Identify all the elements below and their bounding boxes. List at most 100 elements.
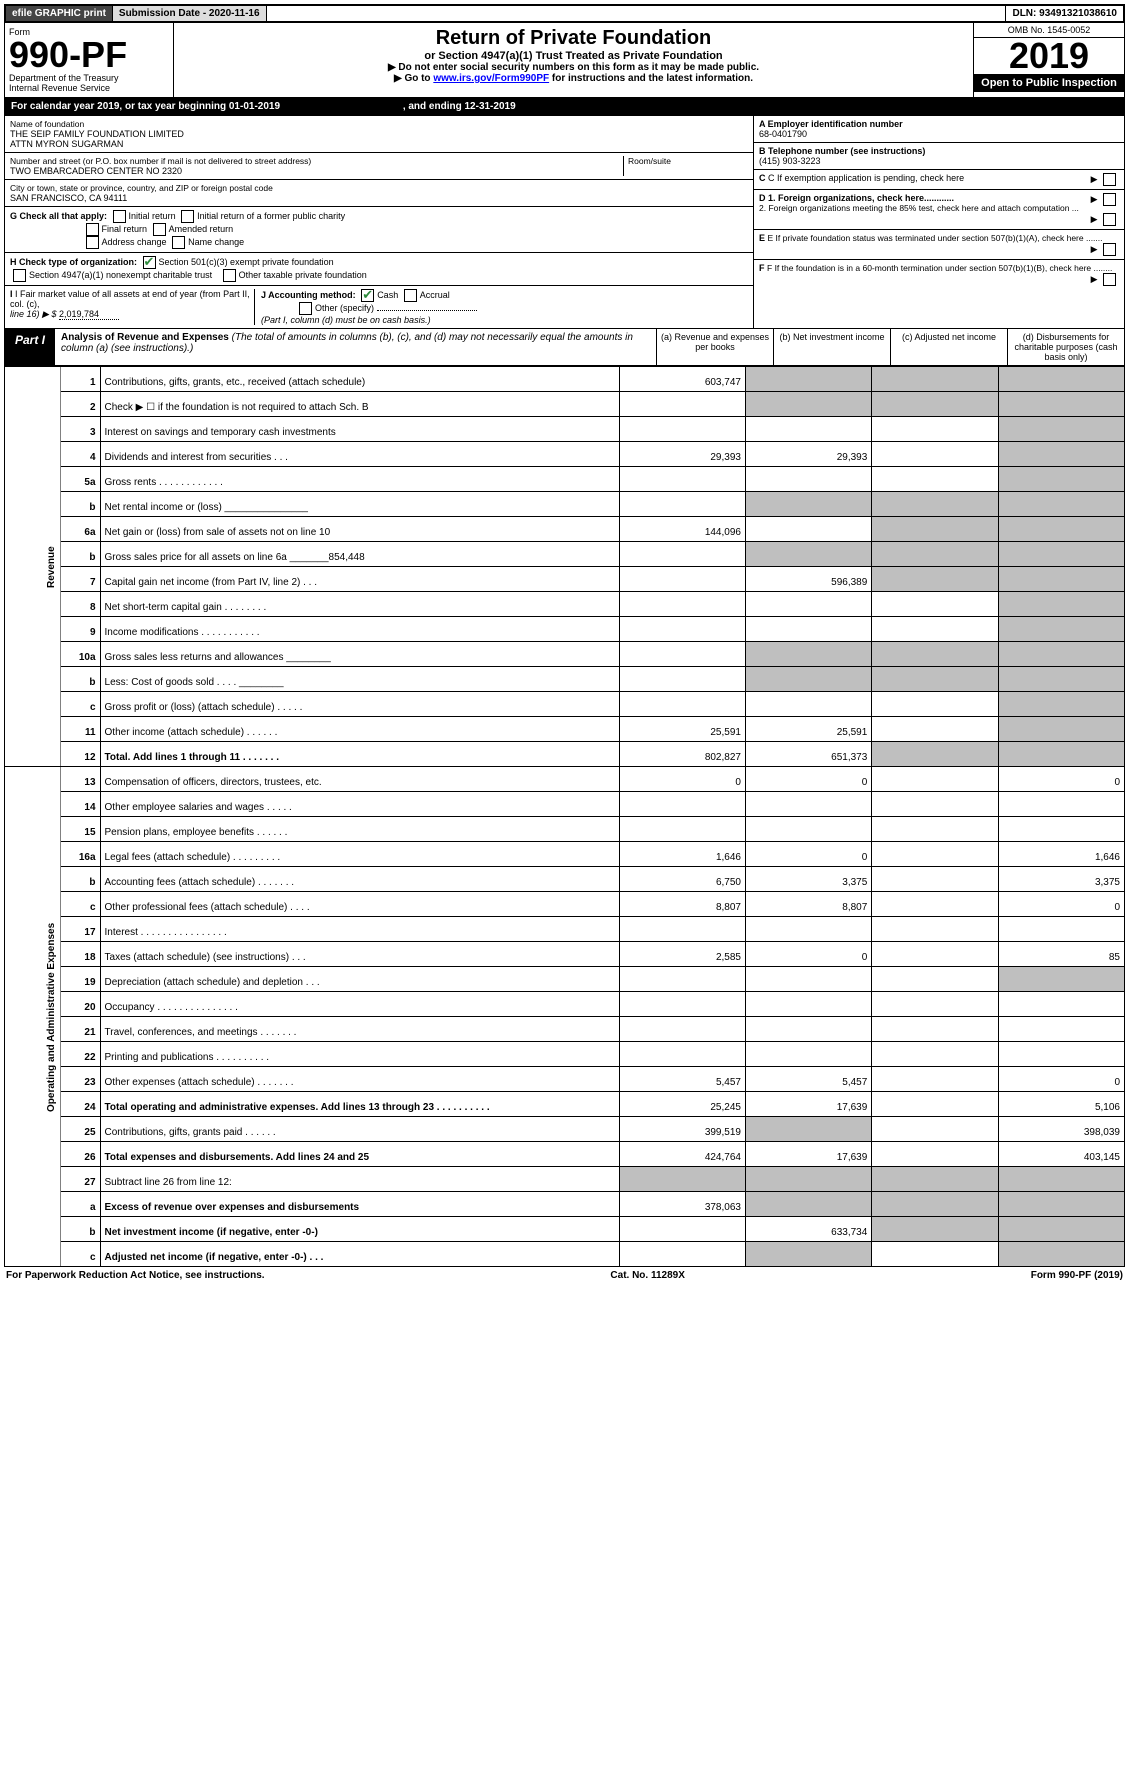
col-a: 144,096	[619, 517, 745, 542]
col-c	[872, 392, 998, 417]
col-b	[745, 642, 871, 667]
line-l2: 2Check ▶ ☐ if the foundation is not requ…	[5, 392, 1125, 417]
foreign-org-checkbox[interactable]	[1103, 193, 1116, 206]
col-c	[872, 467, 998, 492]
col-c	[872, 442, 998, 467]
col-b: 0	[745, 942, 871, 967]
col-d	[998, 692, 1124, 717]
cal-mid: , and ending	[403, 101, 465, 112]
col-a: 424,764	[619, 1142, 745, 1167]
col-c	[872, 817, 998, 842]
col-b: 651,373	[745, 742, 871, 767]
line-desc: Total operating and administrative expen…	[100, 1092, 619, 1117]
line-l16b: bAccounting fees (attach schedule) . . .…	[5, 867, 1125, 892]
d1-label: D 1. Foreign organizations, check here..…	[759, 193, 954, 203]
g-opt-2: Final return	[102, 224, 148, 234]
col-b	[745, 1117, 871, 1142]
line-desc: Compensation of officers, directors, tru…	[100, 767, 619, 792]
i-j-cell: I I Fair market value of all assets at e…	[5, 286, 753, 328]
d-cell: D 1. Foreign organizations, check here..…	[754, 190, 1124, 230]
revenue-label: Revenue	[5, 367, 61, 767]
col-a: 1,646	[619, 842, 745, 867]
col-b: 17,639	[745, 1092, 871, 1117]
top-bar: efile GRAPHIC print Submission Date - 20…	[4, 4, 1125, 23]
final-return-checkbox[interactable]	[86, 223, 99, 236]
lineno: b	[61, 667, 100, 692]
line-l13: Operating and Administrative Expenses13C…	[5, 767, 1125, 792]
form-instructions-link[interactable]: www.irs.gov/Form990PF	[433, 73, 549, 84]
4947-checkbox[interactable]	[13, 269, 26, 282]
col-b	[745, 692, 871, 717]
entity-info: Name of foundation THE SEIP FAMILY FOUND…	[4, 116, 1125, 329]
col-b	[745, 592, 871, 617]
efile-button[interactable]: efile GRAPHIC print	[6, 6, 113, 21]
line-l10b: bLess: Cost of goods sold . . . . ______…	[5, 667, 1125, 692]
col-b	[745, 667, 871, 692]
col-c	[872, 567, 998, 592]
line-desc: Capital gain net income (from Part IV, l…	[100, 567, 619, 592]
form-number-box: Form 990-PF Department of the Treasury I…	[5, 23, 174, 97]
col-a: 399,519	[619, 1117, 745, 1142]
terminated-checkbox[interactable]	[1103, 243, 1116, 256]
line-l4: 4Dividends and interest from securities …	[5, 442, 1125, 467]
col-c	[872, 942, 998, 967]
line-l1: Revenue1Contributions, gifts, grants, et…	[5, 367, 1125, 392]
col-b	[745, 992, 871, 1017]
foreign-85-checkbox[interactable]	[1103, 213, 1116, 226]
line-desc: Printing and publications . . . . . . . …	[100, 1042, 619, 1067]
col-d	[998, 817, 1124, 842]
j-note: (Part I, column (d) must be on cash basi…	[261, 315, 431, 325]
city-label: City or town, state or province, country…	[10, 183, 748, 193]
phone-value: (415) 903-3223	[759, 156, 1119, 166]
col-b	[745, 492, 871, 517]
line-l16a: 16aLegal fees (attach schedule) . . . . …	[5, 842, 1125, 867]
line-l10c: cGross profit or (loss) (attach schedule…	[5, 692, 1125, 717]
col-a: 603,747	[619, 367, 745, 392]
name-change-checkbox[interactable]	[172, 236, 185, 249]
other-taxable-checkbox[interactable]	[223, 269, 236, 282]
501c3-checkbox[interactable]	[143, 256, 156, 269]
initial-return-checkbox[interactable]	[113, 210, 126, 223]
tax-year: 2019	[974, 38, 1124, 74]
line-desc: Interest . . . . . . . . . . . . . . . .	[100, 917, 619, 942]
line-desc: Contributions, gifts, grants paid . . . …	[100, 1117, 619, 1142]
address-change-checkbox[interactable]	[86, 236, 99, 249]
j-label: J Accounting method:	[261, 290, 356, 300]
col-b	[745, 517, 871, 542]
col-a	[619, 792, 745, 817]
g-opt-5: Name change	[188, 237, 244, 247]
col-d: 403,145	[998, 1142, 1124, 1167]
col-c	[872, 767, 998, 792]
phone-cell: B Telephone number (see instructions) (4…	[754, 143, 1124, 170]
col-d	[998, 442, 1124, 467]
line-l7: 7Capital gain net income (from Part IV, …	[5, 567, 1125, 592]
city-cell: City or town, state or province, country…	[5, 180, 753, 207]
accrual-checkbox[interactable]	[404, 289, 417, 302]
exemption-pending-checkbox[interactable]	[1103, 173, 1116, 186]
col-c	[872, 867, 998, 892]
lineno: 11	[61, 717, 100, 742]
other-method-checkbox[interactable]	[299, 302, 312, 315]
lineno: 7	[61, 567, 100, 592]
line-l8: 8Net short-term capital gain . . . . . .…	[5, 592, 1125, 617]
col-c	[872, 492, 998, 517]
i-label: I Fair market value of all assets at end…	[10, 289, 250, 309]
cal-end: 12-31-2019	[464, 101, 515, 112]
lineno: b	[61, 1217, 100, 1242]
line-desc: Gross sales price for all assets on line…	[100, 542, 619, 567]
60month-checkbox[interactable]	[1103, 273, 1116, 286]
lineno: 4	[61, 442, 100, 467]
initial-public-checkbox[interactable]	[181, 210, 194, 223]
cash-checkbox[interactable]	[361, 289, 374, 302]
col-a	[619, 967, 745, 992]
cal-pre: For calendar year 2019, or tax year begi…	[11, 101, 229, 112]
lineno: 12	[61, 742, 100, 767]
amended-return-checkbox[interactable]	[153, 223, 166, 236]
address-cell: Number and street (or P.O. box number if…	[5, 153, 753, 180]
year-box: OMB No. 1545-0052 2019 Open to Public In…	[973, 23, 1124, 97]
col-a: 6,750	[619, 867, 745, 892]
col-b	[745, 817, 871, 842]
line-l3: 3Interest on savings and temporary cash …	[5, 417, 1125, 442]
g-check-cell: G Check all that apply: Initial return I…	[5, 207, 753, 253]
col-a	[619, 467, 745, 492]
